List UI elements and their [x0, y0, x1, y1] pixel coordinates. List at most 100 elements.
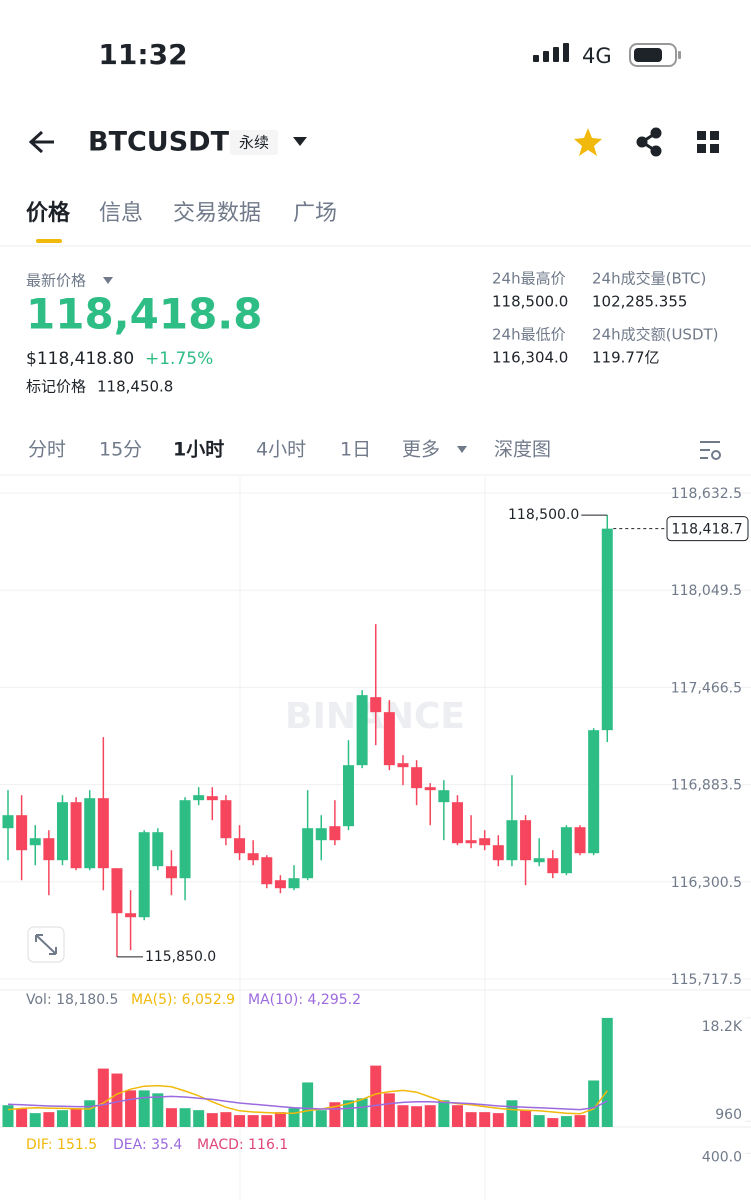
timeframe[interactable]: 15分: [99, 439, 142, 461]
timeframe[interactable]: 分时: [28, 439, 66, 461]
candle-body: [56, 802, 68, 861]
timeframe[interactable]: 深度图: [494, 439, 551, 461]
candle-body: [343, 765, 354, 827]
candle-body: [356, 695, 368, 766]
more-caret[interactable]: [457, 446, 467, 453]
candle-body: [451, 802, 463, 844]
volume-bar: [274, 1112, 286, 1127]
volume-bar: [356, 1098, 368, 1127]
signal: [533, 43, 569, 62]
timeframe[interactable]: 1小时: [173, 439, 224, 461]
candle-body: [70, 802, 82, 869]
volume-bar: [125, 1090, 137, 1127]
volume-bar: [2, 1105, 14, 1127]
candle-body: [247, 853, 259, 861]
candle-body: [506, 820, 518, 861]
candle-body: [84, 798, 96, 869]
y-tick-label: 115,717.5: [671, 972, 742, 988]
battery: [629, 43, 681, 67]
mark-label: 标记价格: [26, 378, 86, 396]
y-tick-label: 118,632.5: [671, 486, 742, 502]
volume-bar: [165, 1108, 177, 1127]
candle-body: [16, 815, 28, 851]
candle-body: [29, 838, 41, 846]
volume-bar: [588, 1080, 600, 1127]
stat-label: 24h最低价: [492, 326, 566, 344]
usd-price: $118,418.80: [26, 349, 134, 369]
share[interactable]: [636, 127, 662, 157]
candle-body: [438, 790, 450, 803]
ma-legend: MA(5): 6,052.9: [131, 992, 235, 1008]
candle-body: [288, 878, 300, 889]
favorite[interactable]: [574, 128, 602, 156]
volume-bar: [138, 1090, 150, 1127]
more-menu[interactable]: [697, 131, 719, 153]
volume-bar: [492, 1113, 504, 1127]
mark-price: 118,450.8: [97, 378, 173, 396]
volume-bar: [29, 1113, 41, 1127]
volume-bar: [411, 1106, 423, 1127]
volume-bar: [424, 1105, 436, 1127]
candle-body: [274, 880, 286, 889]
timeframe[interactable]: 1日: [340, 439, 371, 461]
volume-bar: [438, 1100, 450, 1127]
volume-bar: [206, 1113, 218, 1127]
candle-body: [547, 858, 559, 874]
ma-line: [7, 1084, 608, 1115]
candle-body: [397, 763, 409, 768]
macd-tick-label: 400.0: [702, 1149, 742, 1165]
volume-bar: [315, 1110, 327, 1127]
expand-button[interactable]: [27, 926, 65, 963]
volume-bar: [302, 1082, 314, 1127]
candle-body: [424, 787, 436, 791]
stat-value: 119.77亿: [592, 349, 660, 367]
candle-body: [560, 827, 572, 874]
timeframe[interactable]: 4小时: [256, 439, 306, 461]
y-tick-label: 118,049.5: [671, 583, 742, 599]
contract: 永续: [239, 134, 269, 152]
symbol-caret[interactable]: [293, 137, 307, 146]
candle-body: [302, 828, 314, 879]
candle-body: [43, 838, 55, 861]
timeframe[interactable]: 更多: [402, 439, 440, 461]
y-tick-label: 116,883.5: [671, 778, 742, 794]
volume-bar: [247, 1115, 259, 1127]
tab[interactable]: 价格: [26, 200, 71, 226]
tab[interactable]: 交易数据: [173, 201, 261, 226]
candle-body: [574, 827, 586, 854]
macd-legend: DEA: 35.4: [113, 1137, 182, 1153]
clock: 11:32: [98, 38, 187, 71]
volume-bar: [111, 1073, 123, 1127]
macd-legend: DIF: 151.5: [26, 1137, 97, 1153]
candle-body: [601, 528, 613, 731]
candle-body: [465, 840, 477, 844]
candle-body: [234, 838, 246, 854]
stat-label: 24h最高价: [492, 270, 566, 288]
chart-settings[interactable]: [700, 441, 721, 460]
candle-body: [520, 820, 532, 861]
price-caret[interactable]: [103, 277, 113, 284]
candle-body: [261, 857, 273, 885]
candle-body: [492, 845, 504, 861]
candle-body: [97, 798, 109, 869]
stat-value: 116,304.0: [492, 349, 568, 367]
change: +1.75%: [145, 349, 213, 369]
volume-bar: [261, 1115, 273, 1127]
ma-legend: MA(10): 4,295.2: [248, 992, 361, 1008]
candle-body: [479, 838, 491, 846]
candle-body: [588, 730, 600, 854]
stat-value: 118,500.0: [492, 293, 568, 311]
candle-body: [206, 796, 218, 801]
candle-body: [411, 767, 423, 789]
volume-bar: [97, 1068, 109, 1127]
symbol[interactable]: BTCUSDT: [88, 127, 230, 158]
candle-body: [111, 868, 123, 914]
tab[interactable]: 广场: [293, 201, 337, 226]
volume-bar: [234, 1115, 246, 1127]
tab[interactable]: 信息: [99, 201, 143, 226]
back-button[interactable]: [28, 130, 54, 154]
volume-tick-label: 960: [715, 1107, 742, 1123]
volume-bar: [16, 1108, 28, 1127]
volume-bar: [193, 1110, 205, 1127]
stat-label: 24h成交额(USDT): [592, 326, 719, 344]
